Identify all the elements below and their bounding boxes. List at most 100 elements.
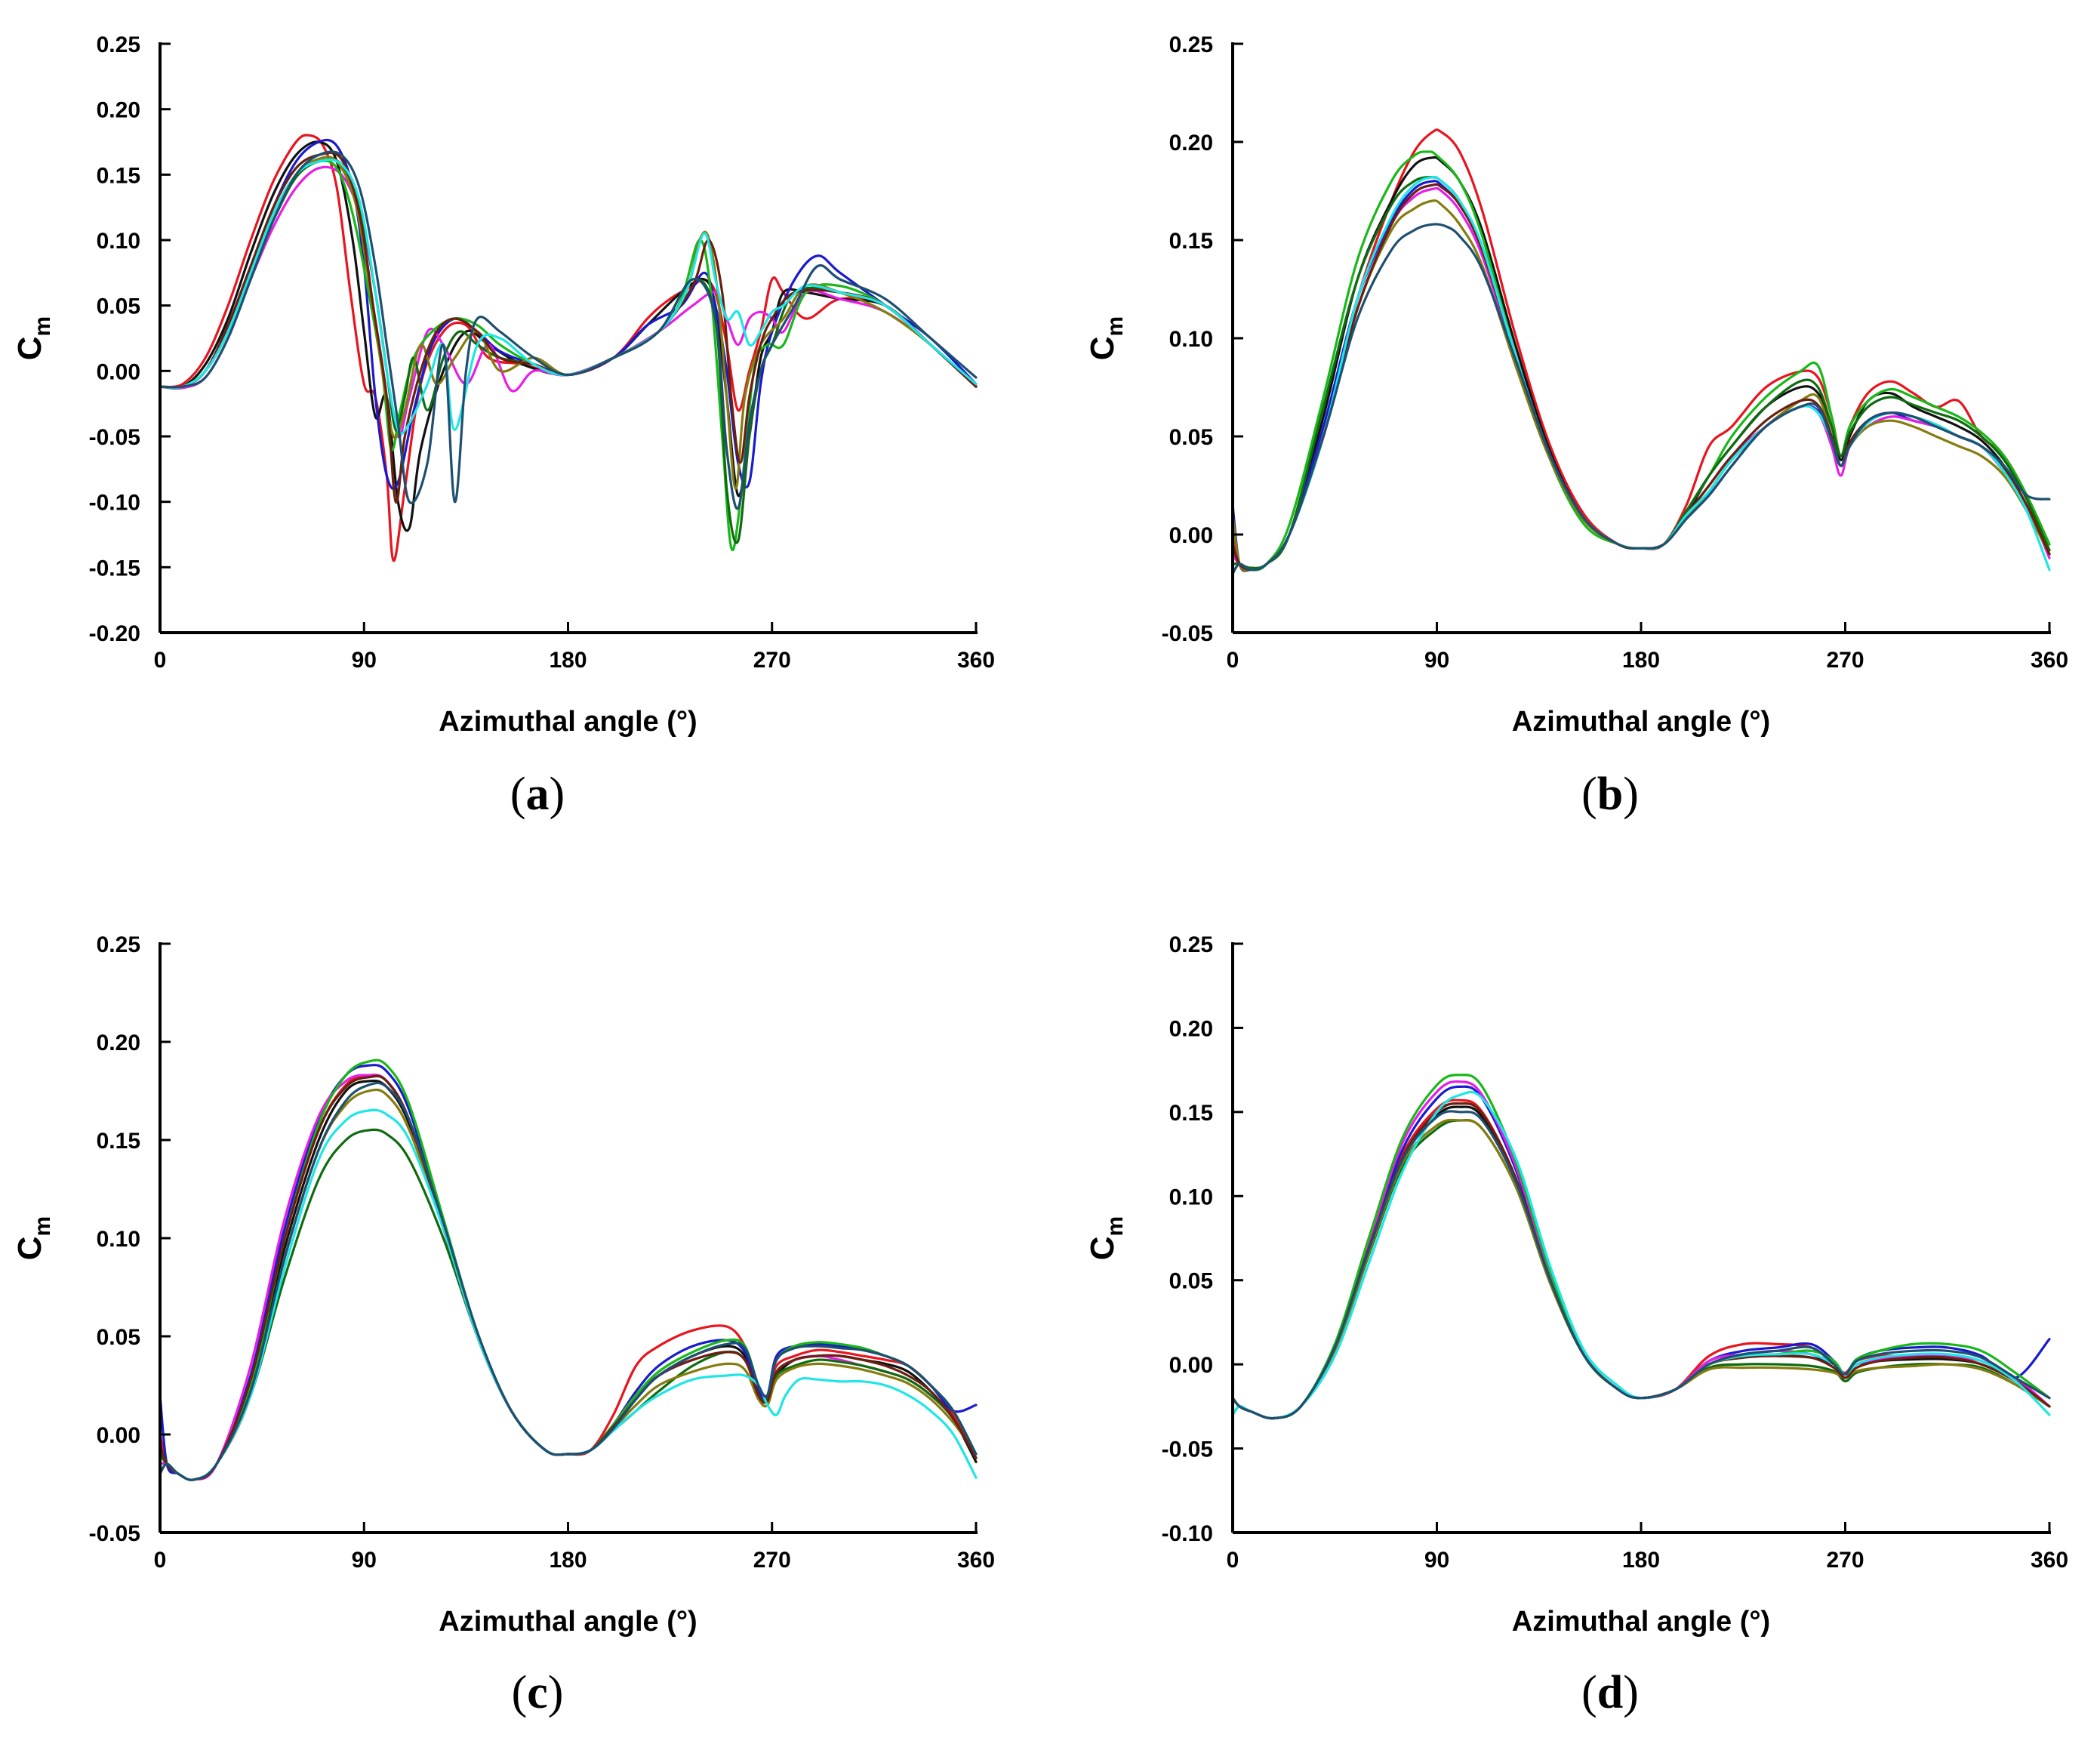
panel-label-letter: c <box>527 1667 548 1718</box>
panel-label-open-paren: ( <box>510 769 526 820</box>
y-tick-label: -0.05 <box>89 1521 140 1546</box>
series-line-darkgreen <box>159 158 978 544</box>
series-line-darkgreen <box>1231 176 2051 570</box>
x-tick-label: 90 <box>352 648 377 673</box>
series-line-olive <box>159 156 978 490</box>
x-tick-label: 270 <box>1826 648 1864 673</box>
series-line-darkgreen <box>159 1128 978 1481</box>
panel-label-close-paren: ) <box>548 1667 564 1718</box>
x-tick-label: 180 <box>549 648 587 673</box>
y-axis-title-subscript: m <box>30 1216 55 1237</box>
y-tick-label: -0.05 <box>1162 1437 1213 1462</box>
x-tick-label: 270 <box>753 648 791 673</box>
series-line-red <box>1231 1098 2051 1420</box>
y-tick-label: 0.05 <box>97 1325 140 1350</box>
y-tick-label: 0.00 <box>1169 523 1213 548</box>
series-line-green <box>159 159 978 551</box>
series-line-blue <box>159 138 978 490</box>
y-tick-label: 0.15 <box>1169 229 1213 254</box>
x-tick-label: 0 <box>1227 1548 1239 1573</box>
panel-label: (c) <box>512 1667 564 1718</box>
y-axis-title: Cm <box>11 1216 55 1260</box>
y-tick-label: 0.20 <box>1169 131 1213 156</box>
y-tick-label: 0.25 <box>1169 932 1213 957</box>
panel-c: -0.05 0.00 0.05 0.10 0.15 0.20 0.25 0 90 180 270 36… <box>11 932 995 1718</box>
y-tick-label: 0.20 <box>97 1031 140 1055</box>
x-tick-label: 360 <box>2031 648 2068 673</box>
y-axis-title: Cm <box>1084 316 1128 360</box>
x-tick-label: 360 <box>957 648 995 673</box>
series-line-brown <box>159 151 978 504</box>
x-tick-label: 270 <box>753 1548 791 1573</box>
y-tick-label: -0.15 <box>89 556 140 581</box>
series-group <box>159 1058 978 1481</box>
x-tick-label: 180 <box>549 1548 587 1573</box>
y-tick-label: 0.15 <box>97 1129 140 1154</box>
x-tick-label: 360 <box>957 1548 995 1573</box>
y-tick-label: -0.10 <box>1162 1521 1213 1546</box>
series-line-cyan <box>159 1108 978 1481</box>
y-tick-label: 0.10 <box>97 1227 140 1252</box>
y-tick-label: 0.10 <box>97 229 140 254</box>
series-line-black <box>159 140 978 532</box>
y-axis-title: Cm <box>1084 1216 1128 1260</box>
series-line-green <box>1231 150 2051 575</box>
x-tick-label: 90 <box>1424 1548 1449 1573</box>
y-axis-title-subscript: m <box>1103 316 1128 337</box>
series-line-blue <box>1231 180 2051 572</box>
y-tick-label: -0.20 <box>89 621 140 646</box>
panel-label: (a) <box>510 769 565 820</box>
series-line-navy <box>1231 223 2051 575</box>
y-tick-label: 0.25 <box>97 932 140 957</box>
y-tick-label: -0.10 <box>89 491 140 516</box>
y-tick-label: 0.15 <box>1169 1101 1213 1126</box>
y-tick-label: 0.25 <box>1169 32 1213 57</box>
series-line-black <box>1231 156 2051 570</box>
series-line-cyan <box>1231 1090 2051 1420</box>
y-tick-label: 0.00 <box>97 1423 140 1448</box>
series-line-magenta <box>159 165 978 439</box>
x-axis-title: Azimuthal angle (°) <box>1512 706 1770 738</box>
panel-label-open-paren: ( <box>1581 1667 1597 1718</box>
y-tick-label: 0.20 <box>97 98 140 123</box>
y-tick-label: 0.00 <box>97 359 140 384</box>
panel-label-open-paren: ( <box>1581 769 1597 820</box>
x-tick-label: 90 <box>1424 648 1449 673</box>
series-line-green <box>1231 1074 2051 1420</box>
panel-label-letter: a <box>526 769 550 820</box>
y-tick-label: 0.20 <box>1169 1016 1213 1041</box>
series-group <box>1231 128 2051 575</box>
y-tick-label: 0.05 <box>1169 425 1213 450</box>
x-tick-label: 90 <box>352 1548 377 1573</box>
y-tick-label: -0.05 <box>89 425 140 450</box>
panel-label-close-paren: ) <box>1623 1667 1639 1718</box>
y-axis-title: Cm <box>11 316 55 360</box>
series-line-navy <box>1231 1110 2051 1420</box>
panel-a: -0.20 -0.15 -0.10 -0.05 0.00 0.05 0.10 0.15 0.20… <box>11 32 995 820</box>
y-axis-title-subscript: m <box>1103 1216 1128 1237</box>
series-line-brown <box>1231 183 2051 572</box>
panel-label-letter: d <box>1597 1667 1623 1718</box>
x-tick-label: 180 <box>1622 648 1660 673</box>
x-tick-label: 0 <box>154 648 167 673</box>
panel-b: -0.05 0.00 0.05 0.10 0.15 0.20 0.25 0 90 180 270 36… <box>1084 32 2068 820</box>
series-line-olive <box>1231 199 2051 572</box>
y-tick-label: 0.25 <box>97 32 140 57</box>
panel-label-open-paren: ( <box>512 1667 528 1718</box>
x-tick-label: 360 <box>2031 1548 2068 1573</box>
panel-label-letter: b <box>1597 769 1623 820</box>
panel-d: -0.10 -0.05 0.00 0.05 0.10 0.15 0.20 0.25 0 90 180… <box>1084 932 2068 1718</box>
panel-label-close-paren: ) <box>550 769 565 820</box>
series-group <box>1231 1074 2051 1420</box>
y-axis-title-subscript: m <box>30 316 55 337</box>
series-line-magenta <box>1231 186 2051 572</box>
series-line-magenta <box>1231 1080 2051 1420</box>
series-line-blue <box>1231 1085 2051 1420</box>
series-line-navy <box>159 1081 978 1481</box>
series-group <box>159 134 978 562</box>
y-tick-label: 0.15 <box>97 163 140 188</box>
y-tick-label: 0.10 <box>1169 1185 1213 1209</box>
y-tick-label: -0.05 <box>1162 621 1213 646</box>
series-line-cyan <box>1231 175 2051 575</box>
